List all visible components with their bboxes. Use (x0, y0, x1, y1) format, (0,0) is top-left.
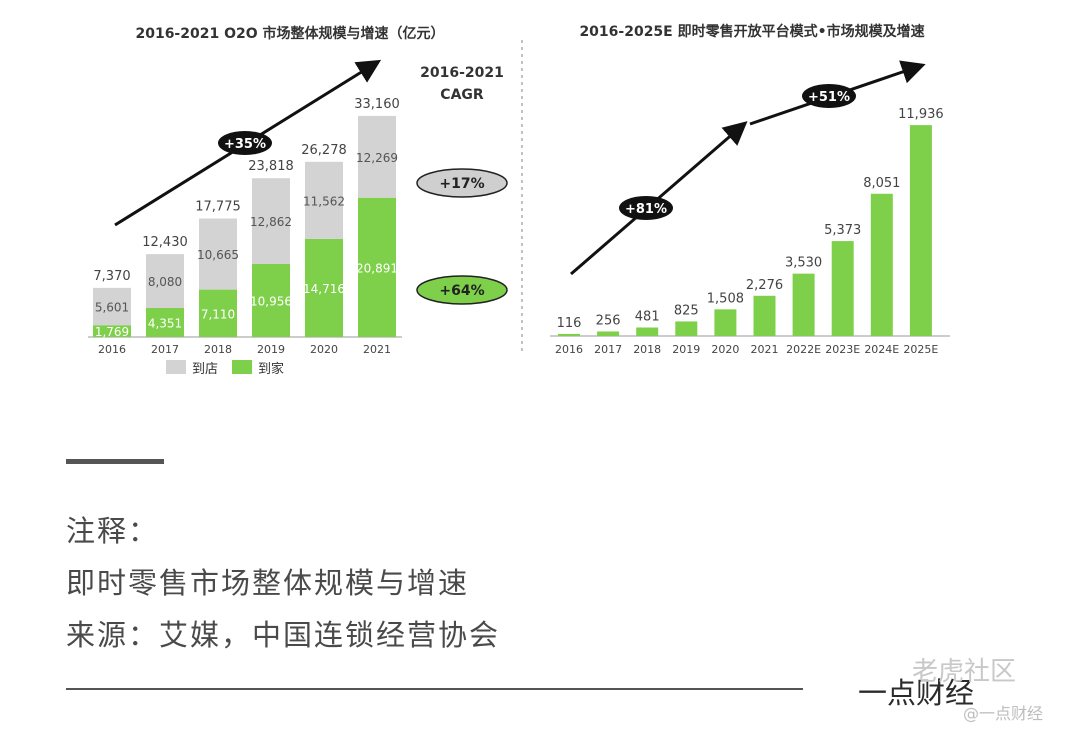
tick-o2o-2018: 2018 (204, 343, 232, 356)
legend-daojia-swatch (232, 360, 252, 374)
cagr-daodian-label: +17% (439, 176, 484, 192)
tick-retail-2025E: 2025E (903, 343, 938, 356)
footer-brand: 一点财经 (858, 676, 975, 710)
cagr-daojia-label: +64% (439, 283, 484, 299)
label-daodian-2021: 12,269 (356, 151, 398, 165)
tick-o2o-2021: 2021 (363, 343, 391, 356)
watermark-sub: @一点财经 (963, 704, 1044, 723)
bar-daodian-2016 (93, 287, 131, 326)
o2o-growth-label: +35% (224, 137, 266, 152)
label-retail-2022E: 3,530 (785, 256, 822, 271)
bar-daodian-2018 (199, 218, 237, 290)
retail-growth-label-1: +81% (625, 202, 667, 217)
o2o-chart-title: 2016-2021 O2O 市场整体规模与增速（亿元） (135, 25, 444, 42)
tick-retail-2017: 2017 (594, 343, 622, 356)
label-retail-2018: 481 (635, 310, 660, 325)
cagr-header-line2: CAGR (440, 87, 484, 103)
label-retail-2021: 2,276 (746, 278, 783, 293)
retail-growth-label-2: +51% (808, 90, 850, 105)
legend-daodian-swatch (166, 360, 186, 374)
notes-description: 即时零售市场整体规模与增速 (66, 566, 470, 600)
cagr-daodian-badge: +17% (416, 168, 508, 198)
label-total-2018: 17,775 (195, 200, 241, 215)
bar-retail-2025E (909, 125, 932, 336)
label-daojia-2016: 1,769 (95, 325, 129, 339)
bar-retail-2023E (831, 241, 854, 336)
tick-retail-2019: 2019 (672, 343, 700, 356)
cagr-daojia-badge: +64% (416, 275, 508, 305)
tick-retail-2016: 2016 (555, 343, 583, 356)
bar-retail-2019 (675, 321, 698, 336)
label-retail-2017: 256 (596, 313, 621, 328)
bar-daojia-2018 (199, 289, 237, 337)
bar-daodian-2019 (252, 178, 290, 264)
label-total-2016: 7,370 (93, 269, 130, 284)
tick-retail-2023E: 2023E (825, 343, 860, 356)
o2o-market-chart: 2016-2021 O2O 市场整体规模与增速（亿元） 1,769 5,601 7,… (88, 25, 508, 377)
tick-retail-2021: 2021 (751, 343, 779, 356)
bar-daojia-2021 (358, 197, 396, 337)
tick-o2o-2019: 2019 (257, 343, 285, 356)
retail-growth-badge-1: +81% (619, 196, 673, 220)
bar-retail-2018 (636, 327, 659, 336)
tick-retail-2022E: 2022E (786, 343, 821, 356)
tick-retail-2024E: 2024E (864, 343, 899, 356)
label-daojia-2020: 14,716 (303, 282, 345, 296)
legend-daodian-label: 到店 (192, 362, 218, 377)
label-total-2017: 12,430 (142, 235, 188, 250)
label-daodian-2018: 10,665 (197, 248, 239, 262)
label-daodian-2016: 5,601 (95, 301, 129, 315)
footer-rule (66, 688, 803, 690)
bar-daodian-2017 (146, 254, 184, 308)
label-retail-2020: 1,508 (707, 291, 744, 306)
bar-retail-2024E (870, 193, 893, 336)
bar-daojia-2020 (305, 238, 343, 337)
label-total-2019: 23,818 (248, 159, 294, 174)
bar-daojia-2017 (146, 307, 184, 337)
label-retail-2019: 825 (674, 303, 699, 318)
bar-retail-2017 (597, 331, 620, 336)
bar-retail-2022E (792, 273, 815, 336)
notes-heading: 注释： (66, 514, 160, 548)
label-daojia-2019: 10,956 (250, 294, 292, 308)
label-daojia-2017: 4,351 (148, 316, 182, 330)
legend-daojia-label: 到家 (258, 361, 284, 377)
label-retail-2023E: 5,373 (824, 223, 861, 238)
retail-chart-title: 2016-2025E 即时零售开放平台模式•市场规模及增速 (579, 23, 924, 40)
label-retail-2025E: 11,936 (898, 107, 944, 122)
label-daojia-2018: 7,110 (201, 307, 235, 321)
watermark-main: 老虎社区 (912, 657, 1017, 687)
label-daodian-2019: 12,862 (250, 215, 292, 229)
label-daojia-2021: 20,891 (356, 261, 398, 275)
bar-retail-2020 (714, 309, 737, 336)
bar-daojia-2019 (252, 263, 290, 337)
instant-retail-chart: 2016-2025E 即时零售开放平台模式•市场规模及增速 116 256 481 8… (550, 23, 950, 356)
charts-area: 2016-2021 O2O 市场整体规模与增速（亿元） 1,769 5,601 7,… (88, 23, 950, 377)
bar-daodian-2020 (305, 161, 343, 239)
notes-source: 来源：艾媒，中国连锁经营协会 (66, 618, 501, 652)
label-daodian-2020: 11,562 (303, 194, 345, 208)
label-daodian-2017: 8,080 (148, 275, 182, 289)
bar-daojia-2016 (93, 325, 131, 337)
o2o-growth-badge: +35% (218, 131, 272, 155)
cagr-header-line1: 2016-2021 (420, 65, 504, 81)
label-total-2020: 26,278 (301, 143, 347, 158)
tick-o2o-2016: 2016 (98, 343, 126, 356)
tick-o2o-2017: 2017 (151, 343, 179, 356)
label-total-2021: 33,160 (354, 97, 400, 112)
tick-retail-2020: 2020 (711, 343, 739, 356)
tick-retail-2018: 2018 (633, 343, 661, 356)
o2o-legend: 到店 到家 (166, 360, 284, 377)
label-retail-2024E: 8,051 (863, 176, 900, 191)
notes-divider (66, 459, 164, 464)
bar-daodian-2021 (358, 115, 396, 198)
tick-o2o-2020: 2020 (310, 343, 338, 356)
label-retail-2016: 116 (557, 316, 582, 331)
bar-retail-2021 (753, 295, 776, 336)
retail-growth-badge-2: +51% (802, 84, 856, 108)
bar-retail-2016 (558, 333, 580, 336)
